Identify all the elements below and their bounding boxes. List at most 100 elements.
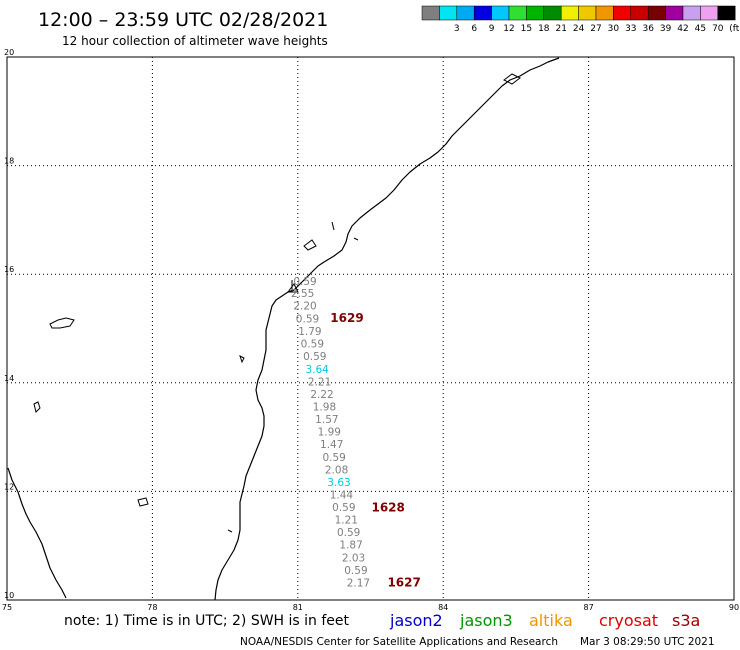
map-grid [7,57,734,600]
wave-height-observations: 0.592.552.200.591.790.590.593.642.212.22… [291,276,370,589]
color-scale-label: 45 [695,24,706,34]
map-frame [6,56,735,601]
color-scale-swatch [421,5,440,21]
color-scale-swatch [647,5,666,21]
color-scale-label: 15 [521,24,532,34]
color-scale-unit: (ft) [729,24,740,34]
color-scale-label: 36 [642,24,654,34]
color-scale-swatch [665,5,684,21]
pass-number-label: 1628 [371,500,404,514]
color-scale-label: 70 [712,24,724,34]
island-small-6 [239,355,245,364]
lon-tick-label: 75 [2,603,12,612]
wave-height-value: 0.59 [296,314,319,326]
color-scale-label: 27 [590,24,601,34]
observation-start-marker [287,280,299,293]
island-small-1 [33,401,41,413]
island-small-5 [353,237,359,241]
wave-height-value: 2.08 [325,464,348,476]
color-scale-label: 21 [555,24,566,34]
color-scale-swatch [526,5,545,21]
color-scale-swatch [473,5,492,21]
wave-height-value: 2.17 [347,577,370,589]
color-scale-label: 30 [608,24,620,34]
wave-height-value: 0.59 [301,339,324,351]
lat-tick-label: 14 [4,374,14,383]
wave-height-value: 1.47 [320,439,343,451]
color-scale-swatch [630,5,649,21]
legend-cryosat: cryosat [599,611,658,630]
lon-tick-label: 87 [584,603,594,612]
wave-height-value: 3.64 [305,364,329,376]
color-scale-swatch [613,5,632,21]
color-scale-swatch [595,5,614,21]
wave-height-value: 1.79 [298,326,321,338]
wave-height-value: 3.63 [327,477,350,489]
coastline [7,57,560,601]
island-small-2 [137,497,149,507]
color-scale-swatch [491,5,510,21]
wave-height-value: 0.59 [332,502,355,514]
color-scale-label: 39 [660,24,672,34]
lon-tick-label: 90 [729,603,739,612]
color-scale-swatch [560,5,579,21]
lat-tick-label: 10 [4,591,14,600]
color-scale-label: 33 [625,24,636,34]
legend-jason2: jason2 [389,611,443,630]
lat-tick-label: 12 [4,482,14,491]
color-scale-label: 6 [471,24,477,34]
island-small-7 [227,529,233,533]
color-scale-swatch [543,5,562,21]
island-krishna-shoal [49,317,75,329]
wave-height-value: 1.99 [318,426,341,438]
wave-height-value: 0.59 [293,276,316,288]
color-scale-label: 42 [677,24,688,34]
wave-height-value: 1.87 [339,539,362,551]
footer-note: note: 1) Time is in UTC; 2) SWH is in fe… [64,613,350,629]
wave-height-value: 2.21 [308,377,331,389]
wave-height-value: 0.59 [322,452,345,464]
color-scale-swatch [439,5,458,21]
footer-credit: NOAA/NESDIS Center for Satellite Applica… [240,636,558,648]
coastline-sri-lanka-west [7,467,67,599]
wave-height-value: 1.44 [330,489,354,501]
map-subtitle: 12 hour collection of altimeter wave hei… [62,34,328,48]
color-scale-label: 24 [573,24,585,34]
wave-height-value: 0.59 [344,565,367,577]
color-scale-label: 18 [538,24,550,34]
axis-tick-labels: 75 78 81 84 87 90 20 18 16 14 12 10 [2,48,739,612]
wave-height-value: 2.03 [342,552,365,564]
wave-height-value: 0.59 [303,351,326,363]
lat-tick-label: 16 [4,265,14,274]
map-title: 12:00 – 23:59 UTC 02/28/2021 [38,9,328,31]
color-scale-label: 3 [454,24,460,34]
pass-number-label: 1627 [387,575,420,589]
lat-tick-label: 20 [4,48,14,57]
color-scale-swatch [578,5,597,21]
wave-height-value: 1.21 [335,514,358,526]
color-scale-swatch [717,5,736,21]
color-scale-label: 12 [503,24,514,34]
color-scale-swatch [682,5,701,21]
islands [33,73,521,533]
footer-timestamp: Mar 3 08:29:50 UTC 2021 [580,636,715,648]
wave-height-value: 2.55 [291,288,314,300]
pass-labels: 1629 1628 1627 [330,311,421,589]
satellite-legend: jason2 jason3 altika cryosat s3a [389,611,700,630]
color-scale-swatch [700,5,719,21]
legend-jason3: jason3 [459,611,513,630]
wave-height-value: 1.57 [315,414,338,426]
lat-tick-label: 18 [4,157,14,166]
wave-height-value: 1.98 [313,401,336,413]
coastline-east-india [214,57,560,601]
lon-tick-label: 81 [293,603,303,612]
color-scale-swatch [456,5,475,21]
legend-altika: altika [529,611,573,630]
wave-height-value: 2.20 [293,300,316,312]
pass-number-label: 1629 [330,311,363,325]
island-small-3 [303,239,317,251]
lon-tick-label: 84 [438,603,448,612]
island-small-4 [331,221,335,231]
